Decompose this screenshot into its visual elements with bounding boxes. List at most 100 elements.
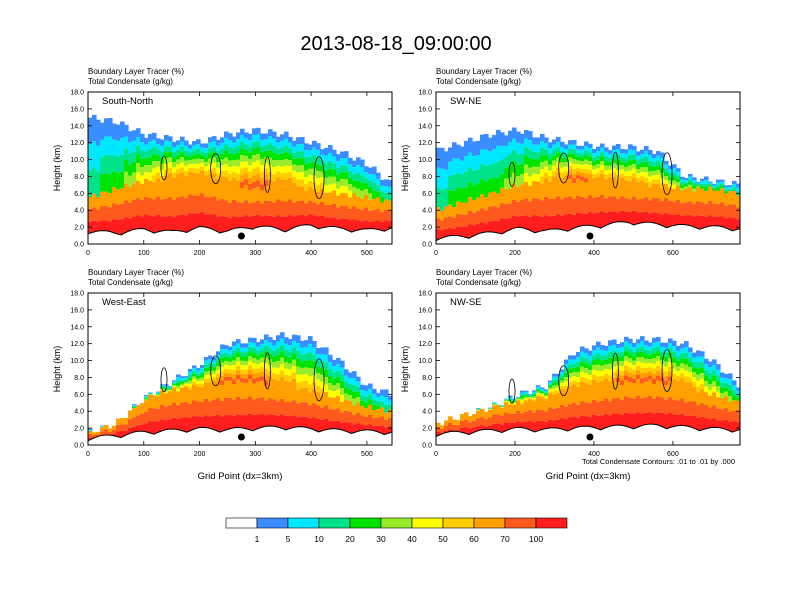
pbl-cell (556, 396, 561, 408)
pbl-cell (160, 404, 165, 420)
pbl-cell (92, 207, 97, 221)
field-cell (672, 172, 677, 177)
field-cell (564, 175, 569, 181)
pbl-cell (656, 212, 661, 228)
field-cell (200, 368, 205, 372)
field-cell (668, 338, 673, 344)
pbl-cell (504, 402, 509, 413)
field-cell (624, 153, 629, 159)
field-cell (512, 403, 517, 405)
field-cell (180, 141, 185, 147)
y-tick-label: 6.0 (74, 392, 84, 399)
field-cell (596, 364, 601, 371)
field-cell (532, 137, 537, 145)
field-cell (540, 388, 545, 391)
pbl-cell (452, 207, 457, 218)
field-cell (88, 144, 93, 171)
field-cell (516, 131, 521, 143)
field-cell (556, 136, 561, 143)
field-cell (596, 341, 601, 348)
field-cell (524, 155, 529, 165)
field-cell (304, 353, 309, 361)
pbl-cell (552, 181, 557, 199)
field-cell (264, 168, 269, 175)
field-cell (712, 188, 717, 191)
field-cell (224, 164, 229, 171)
pbl-cell (276, 183, 281, 200)
field-cell (512, 150, 517, 162)
pbl-cell (356, 402, 361, 413)
colorbar-label: 100 (529, 534, 543, 544)
y-tick-label: 2.0 (74, 426, 84, 433)
pbl-cell (664, 198, 669, 214)
x-tick-label: 0 (86, 451, 90, 458)
field-cell (732, 385, 737, 391)
pbl-cell (584, 388, 589, 403)
chart-panel: 0.02.04.06.08.010.012.014.016.018.00 200 4… (400, 268, 741, 482)
field-cell (620, 173, 625, 178)
field-cell (556, 382, 561, 385)
pbl-cell (360, 405, 365, 416)
field-cell (312, 147, 317, 155)
pbl-cell (732, 400, 737, 411)
field-cell (548, 391, 553, 394)
field-cell (576, 357, 581, 363)
field-cell (600, 365, 605, 371)
field-cell (176, 169, 181, 175)
field-cell (608, 346, 613, 352)
field-cell (156, 393, 161, 394)
pbl-cell (492, 414, 497, 424)
field-cell (476, 183, 481, 198)
field-cell (336, 161, 341, 168)
field-cell (384, 397, 389, 405)
field-cell (520, 400, 525, 403)
field-cell (564, 157, 569, 163)
pbl-cell (96, 431, 101, 435)
pbl-cell (444, 206, 449, 218)
field-cell (344, 179, 349, 187)
pbl-cell (584, 182, 589, 199)
field-cell (292, 176, 297, 183)
field-cell (200, 377, 205, 381)
pbl-cell (672, 414, 677, 430)
field-cell (452, 158, 457, 175)
field-cell (676, 381, 681, 387)
field-cell (716, 369, 721, 376)
field-cell (188, 377, 193, 381)
pbl-cell (324, 217, 329, 230)
field-cell (600, 360, 605, 366)
pbl-cell (224, 380, 229, 398)
x-tick-label: 300 (249, 451, 261, 458)
pbl-cell (132, 216, 137, 234)
pbl-cell (244, 415, 249, 432)
field-cell (212, 152, 217, 158)
pbl-cell (640, 383, 645, 399)
pbl-cell (540, 421, 545, 433)
colorbar-label: 20 (345, 534, 355, 544)
field-cell (220, 371, 225, 376)
colorbar-label: 70 (500, 534, 510, 544)
pbl-cell (348, 411, 353, 423)
pbl-cell (616, 397, 621, 414)
field-cell (308, 368, 313, 377)
field-cell (384, 192, 389, 200)
field-cell (572, 140, 577, 145)
field-cell (704, 364, 709, 370)
field-cell (512, 138, 517, 151)
field-cell (116, 157, 121, 174)
field-cell (160, 385, 165, 387)
field-cell (648, 359, 653, 364)
field-cell (300, 179, 305, 187)
pbl-cell (472, 225, 477, 238)
pbl-cell (388, 200, 392, 211)
field-cell (500, 132, 505, 147)
field-cell (216, 151, 221, 157)
field-cell (660, 342, 665, 347)
pbl-cell (508, 413, 513, 423)
pbl-cell (168, 391, 173, 406)
pbl-cell (540, 216, 545, 234)
pbl-cell (352, 219, 357, 233)
condensate-contour (210, 153, 222, 185)
field-cell (636, 160, 641, 165)
field-cell (640, 162, 645, 168)
